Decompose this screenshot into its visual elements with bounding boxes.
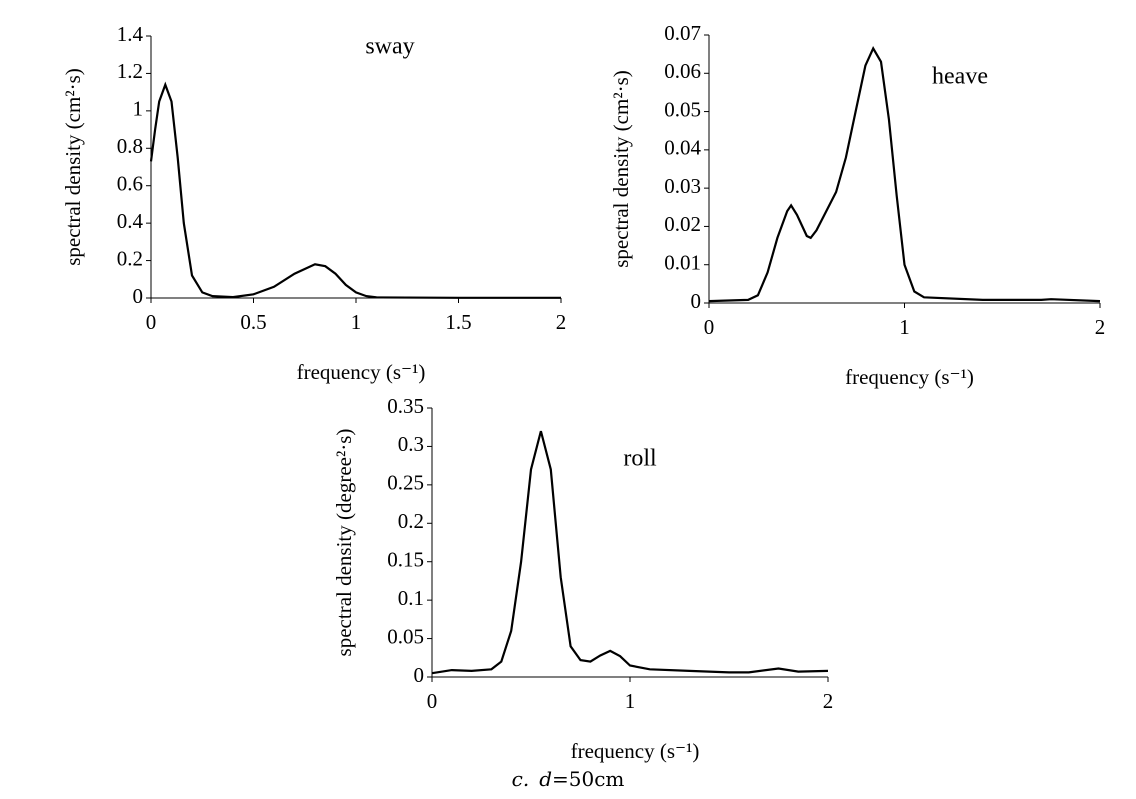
x-tick-label: 2: [823, 689, 834, 713]
x-tick-label: 1.5: [445, 310, 471, 334]
caption-rest: =50cm: [552, 767, 624, 791]
y-tick-label: 0.01: [664, 251, 701, 275]
y-tick-label: 0.1: [398, 586, 424, 610]
x-axis-label: frequency (s⁻¹): [297, 360, 426, 384]
caption-prefix: c.: [512, 767, 530, 791]
y-tick-label: 0: [691, 289, 702, 313]
x-axis-label: frequency (s⁻¹): [845, 365, 974, 389]
y-tick-label: 1.4: [117, 22, 144, 46]
y-tick-label: 0.02: [664, 212, 701, 236]
x-tick-label: 2: [1095, 315, 1106, 339]
y-tick-label: 0: [414, 663, 425, 687]
caption: c. d=50cm: [512, 767, 625, 791]
y-tick-label: 0.15: [387, 548, 424, 572]
x-tick-label: 1: [625, 689, 636, 713]
y-axis-label: spectral density (cm²·s): [61, 68, 85, 266]
y-tick-label: 0.6: [117, 172, 143, 196]
data-line: [431, 430, 829, 675]
x-tick-label: 2: [556, 310, 567, 334]
y-tick-label: 0.03: [664, 174, 701, 198]
data-line: [708, 46, 1101, 303]
y-tick-label: 0.35: [387, 394, 424, 418]
x-axis-label: frequency (s⁻¹): [571, 739, 700, 763]
annotation: heave: [932, 64, 988, 90]
x-tick-label: 0: [146, 310, 157, 334]
y-tick-label: 0.05: [387, 624, 424, 648]
y-tick-label: 0.25: [387, 471, 424, 495]
y-tick-label: 0: [133, 284, 144, 308]
y-axis-label: spectral density (cm²·s): [609, 70, 633, 268]
y-tick-label: 0.4: [117, 209, 144, 233]
y-tick-label: 0.06: [664, 59, 701, 83]
y-tick-label: 0.05: [664, 97, 701, 121]
annotation: roll: [623, 446, 657, 472]
y-axis-label: spectral density (degree²·s): [332, 429, 356, 657]
y-tick-label: 0.2: [117, 246, 143, 270]
y-tick-label: 1.2: [117, 59, 143, 83]
x-tick-label: 0: [427, 689, 438, 713]
annotation: sway: [365, 34, 414, 60]
x-tick-label: 1: [351, 310, 362, 334]
y-tick-label: 0.2: [398, 509, 424, 533]
data-line: [149, 81, 561, 299]
x-tick-label: 1: [899, 315, 910, 339]
y-tick-label: 1: [133, 97, 144, 121]
x-tick-label: 0: [704, 315, 715, 339]
y-tick-label: 0.07: [664, 21, 701, 45]
y-tick-label: 0.3: [398, 432, 424, 456]
x-tick-label: 0.5: [240, 310, 266, 334]
y-tick-label: 0.8: [117, 134, 143, 158]
caption-variable: d: [539, 767, 552, 791]
y-tick-label: 0.04: [664, 136, 701, 160]
